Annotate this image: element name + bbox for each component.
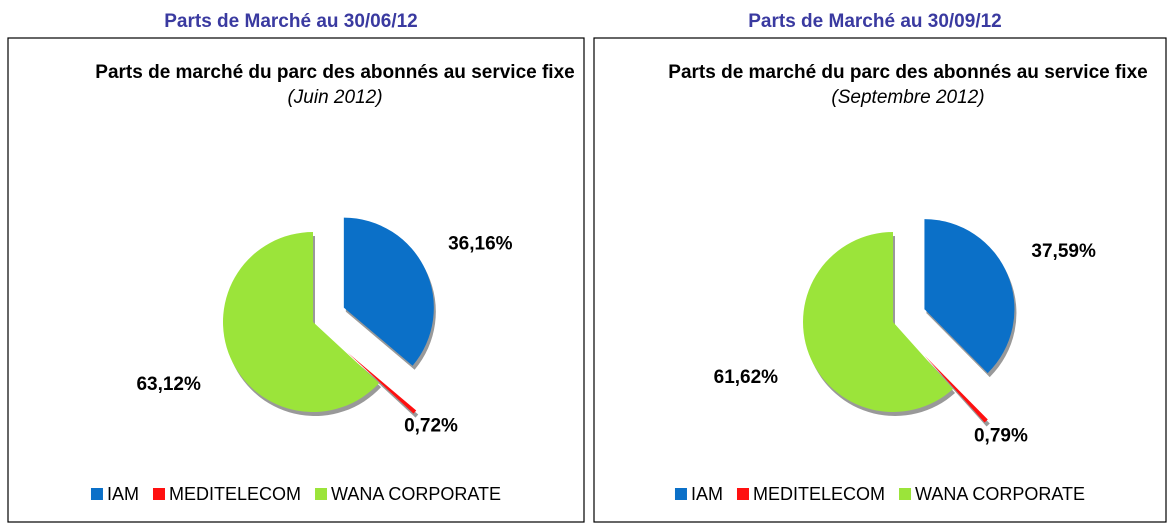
title-note: (Septembre 2012) — [831, 87, 985, 108]
title-note: (Juin 2012) — [287, 87, 383, 108]
title: Parts de marché du parc des abonnés au s… — [95, 62, 575, 83]
legend-swatch — [736, 488, 749, 500]
legend-label: WANA CORPORATE — [331, 484, 501, 504]
legend-label: IAM — [691, 484, 723, 504]
data-label: 37,59% — [1031, 241, 1096, 262]
data-label: 0,72% — [404, 415, 458, 436]
legend-swatch — [674, 488, 687, 500]
data-label: 63,12% — [136, 374, 201, 395]
legend-swatch — [315, 488, 328, 500]
chart-heading: Parts de Marché au 30/06/12 — [164, 11, 417, 32]
pie-slice — [924, 355, 988, 423]
data-label: 36,16% — [448, 233, 513, 254]
legend-swatch — [899, 488, 912, 500]
chart-title: Parts de marché du parc des abonnés au s… — [85, 60, 585, 110]
pie-slice — [222, 232, 380, 412]
legend-label: IAM — [107, 484, 139, 504]
pie-slice — [803, 232, 954, 412]
legend: IAM MEDITELECOM WANA CORPORATE — [90, 484, 501, 504]
legend-label: WANA CORPORATE — [915, 484, 1085, 504]
pie-slice — [347, 352, 417, 414]
chart-title-text: Parts de marché du parc des abonnés au s… — [85, 60, 585, 110]
legend-label: MEDITELECOM — [169, 484, 301, 504]
chart-frame — [7, 37, 585, 523]
legend: IAM MEDITELECOM WANA CORPORATE — [674, 484, 1085, 504]
data-label: 0,79% — [974, 426, 1028, 447]
pie-slice — [343, 217, 434, 366]
legend-label: MEDITELECOM — [753, 484, 885, 504]
chart-title-text: Parts de marché du parc des abonnés au s… — [658, 60, 1158, 110]
data-label: 61,62% — [714, 367, 779, 388]
chart-heading: Parts de Marché au 30/09/12 — [748, 11, 1001, 32]
chart-title: Parts de marché du parc des abonnés au s… — [658, 60, 1158, 110]
chart-frame — [593, 37, 1167, 523]
legend-swatch — [152, 488, 165, 500]
legend-swatch — [90, 488, 103, 500]
title: Parts de marché du parc des abonnés au s… — [668, 62, 1148, 83]
pie-slice — [924, 219, 1015, 374]
